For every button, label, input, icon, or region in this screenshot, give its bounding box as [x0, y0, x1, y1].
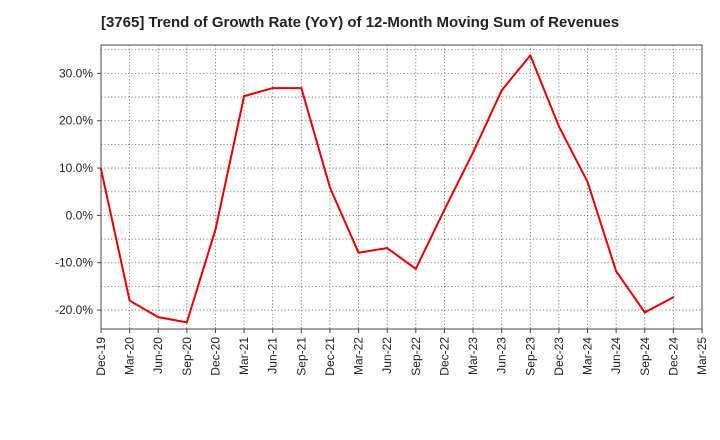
- x-tick-label: Dec-19: [94, 337, 108, 376]
- y-tick-label: -20.0%: [55, 303, 93, 317]
- y-tick-label: -10.0%: [55, 256, 93, 270]
- x-tick-label: Mar-21: [237, 337, 251, 375]
- data-point: [328, 186, 331, 189]
- x-tick-label: Mar-22: [352, 337, 366, 375]
- x-tick-label: Mar-25: [695, 337, 709, 375]
- x-tick-label: Dec-20: [208, 337, 222, 376]
- series-layer: [100, 54, 675, 324]
- x-tick-label: Jun-20: [151, 337, 165, 374]
- chart-title: [3765] Trend of Growth Rate (YoY) of 12-…: [100, 14, 620, 31]
- x-tick-label: Jun-24: [609, 337, 623, 374]
- data-point: [672, 296, 675, 299]
- data-point: [557, 125, 560, 128]
- y-tick-label: 20.0%: [59, 114, 93, 128]
- y-tick-label: 0.0%: [66, 208, 94, 222]
- data-point: [615, 270, 618, 273]
- data-point: [414, 267, 417, 270]
- x-tick-label: Mar-20: [123, 337, 137, 375]
- data-point: [100, 168, 102, 171]
- x-tick-label: Dec-24: [666, 337, 680, 376]
- x-tick-label: Sep-22: [409, 337, 423, 376]
- x-axis: Dec-19 Mar-20 Jun-20 Sep-20 Dec-20 Mar-21 Jun-…: [94, 329, 709, 376]
- data-point: [243, 95, 246, 98]
- data-point: [357, 251, 360, 254]
- plot-area: [100, 44, 703, 330]
- y-tick-label: 10.0%: [59, 161, 93, 175]
- x-tick-label: Jun-23: [495, 337, 509, 374]
- x-tick-label: Dec-22: [437, 337, 451, 376]
- y-tick-label: 30.0%: [59, 66, 93, 80]
- data-point: [500, 89, 503, 92]
- x-tick-label: Mar-23: [466, 337, 480, 375]
- data-point: [643, 311, 646, 314]
- data-point: [386, 247, 389, 250]
- x-tick-label: Sep-23: [523, 337, 537, 376]
- data-point: [529, 54, 532, 57]
- data-point: [271, 87, 274, 90]
- data-point: [157, 316, 160, 319]
- x-tick-label: Sep-20: [180, 337, 194, 376]
- x-tick-label: Mar-24: [581, 337, 595, 375]
- y-axis: 30.0% 20.0% 10.0% 0.0% -10.0% -20.0%: [55, 66, 101, 317]
- data-point: [185, 321, 188, 324]
- data-point: [472, 151, 475, 154]
- x-tick-label: Sep-24: [638, 337, 652, 376]
- x-tick-label: Jun-22: [380, 337, 394, 374]
- x-tick-label: Jun-21: [266, 337, 280, 374]
- data-point: [300, 87, 303, 90]
- data-point: [214, 228, 217, 231]
- data-point: [586, 180, 589, 183]
- x-tick-label: Sep-21: [294, 337, 308, 376]
- grid: [101, 45, 702, 329]
- x-tick-label: Dec-21: [323, 337, 337, 376]
- x-tick-label: Dec-23: [552, 337, 566, 376]
- data-point: [443, 208, 446, 211]
- data-point: [128, 299, 131, 302]
